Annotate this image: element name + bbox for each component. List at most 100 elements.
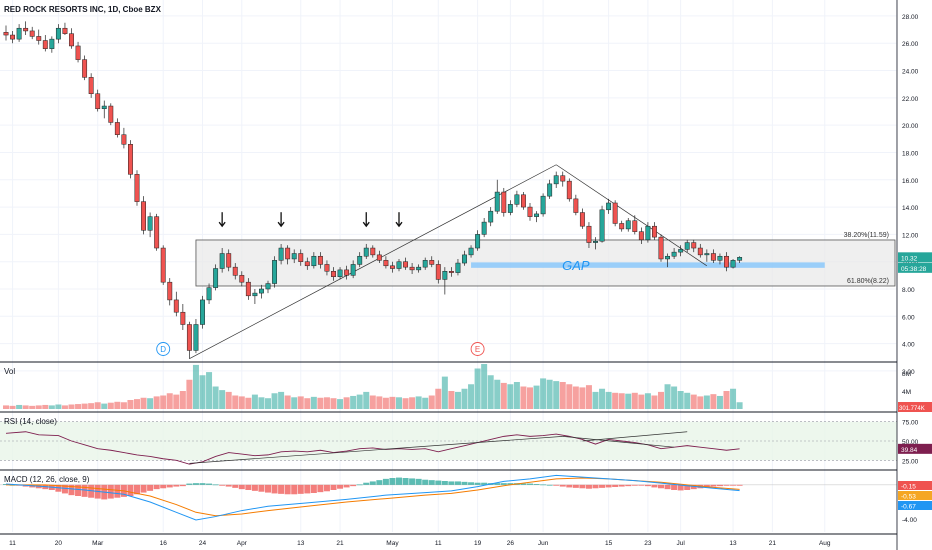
macd-histogram-bar <box>173 484 180 487</box>
macd-histogram-bar <box>658 484 664 489</box>
volume-bar <box>265 398 271 409</box>
price-tick-label: 2.00 <box>902 369 915 376</box>
macd-histogram-bar <box>618 484 625 487</box>
macd-histogram-bar <box>317 484 324 493</box>
candle-body <box>540 195 546 215</box>
macd-histogram-bar <box>677 484 684 491</box>
volume-bar <box>572 386 579 409</box>
macd-histogram-bar <box>592 484 599 489</box>
candle-body <box>455 262 461 273</box>
candle-body <box>599 209 605 242</box>
rsi-trendline <box>189 436 563 464</box>
macd-histogram-bar <box>297 484 304 494</box>
macd-histogram-bar <box>363 482 370 485</box>
price-tag-label: 05:38:28 <box>901 266 927 273</box>
volume-bar <box>278 391 285 409</box>
volume-bar <box>422 397 429 409</box>
time-tick-label: 21 <box>336 540 344 547</box>
volume-bar <box>527 387 533 409</box>
time-tick-label: 20 <box>55 540 63 547</box>
volume-bar <box>513 382 520 409</box>
volume-bar <box>101 403 108 409</box>
macd-histogram-bar <box>356 484 363 486</box>
candle-body <box>141 201 147 231</box>
volume-bar <box>507 384 514 409</box>
rsi-tick-label: 25.00 <box>902 458 919 465</box>
time-tick-label: 11 <box>435 540 442 547</box>
macd-histogram-bar <box>684 484 691 490</box>
macd-histogram-bar <box>553 484 560 486</box>
volume-bar <box>559 382 566 409</box>
macd-histogram-bar <box>625 484 632 487</box>
candle-body <box>383 260 389 267</box>
candle-body <box>265 283 271 290</box>
candle-body <box>344 269 350 276</box>
volume-bar <box>42 404 49 409</box>
macd-histogram-bar <box>540 484 547 486</box>
volume-bar <box>487 375 494 409</box>
macd-histogram-bar <box>284 484 291 495</box>
price-tag <box>898 262 932 273</box>
candle-body <box>370 247 376 256</box>
rsi-trendline <box>582 431 688 442</box>
macd-histogram-bar <box>566 484 573 488</box>
candle-body <box>376 254 382 261</box>
volume-bar <box>75 404 82 409</box>
macd-histogram-bar <box>107 484 114 499</box>
volume-bar <box>94 402 101 409</box>
macd-histogram-bar <box>160 484 167 489</box>
candle-body <box>573 198 579 213</box>
volume-bar <box>186 379 193 409</box>
price-tick-label: 12.00 <box>902 232 919 239</box>
volume-bar <box>716 395 723 409</box>
macd-histogram-bar <box>559 484 566 487</box>
rsi-label: RSI (14, close) <box>4 417 57 426</box>
candle-body <box>245 281 251 297</box>
rsi-tag <box>898 443 932 454</box>
macd-histogram-bar <box>291 484 298 495</box>
down-arrow-head <box>277 221 285 228</box>
candle-body <box>665 255 670 260</box>
gap-label: GAP <box>562 258 590 273</box>
candle-body <box>632 220 638 232</box>
macd-histogram-bar <box>199 483 206 485</box>
volume-bar <box>612 392 619 409</box>
volume-bar <box>343 397 350 409</box>
candle-body <box>324 264 330 272</box>
macd-histogram-bar <box>599 484 606 488</box>
volume-bar <box>323 397 330 409</box>
macd-histogram-bar <box>441 481 448 485</box>
macd-histogram-bar <box>127 484 134 496</box>
time-tick-label: 15 <box>605 540 613 547</box>
candle-body <box>357 255 363 265</box>
candle-body <box>180 311 186 325</box>
candle-body <box>612 202 618 224</box>
volume-bar <box>225 391 232 409</box>
macd-histogram-bar <box>389 478 396 485</box>
volume-bar <box>232 395 239 409</box>
candle-body <box>566 180 572 200</box>
macd-histogram-bar <box>723 484 730 486</box>
macd-histogram-bar <box>147 484 154 491</box>
candle-body <box>521 194 526 208</box>
macd-histogram-bar <box>716 484 723 487</box>
macd-histogram-bar <box>238 484 245 490</box>
macd-histogram-bar <box>572 484 579 488</box>
volume-bar <box>448 391 455 409</box>
volume-bar <box>599 388 606 409</box>
volume-bar <box>409 397 416 409</box>
candle-body <box>49 38 55 49</box>
candle-body <box>560 175 566 182</box>
volume-bar <box>3 405 9 409</box>
candle-body <box>16 27 22 40</box>
volume-bar <box>546 379 553 409</box>
volume-bar <box>664 384 671 409</box>
macd-histogram-bar <box>219 484 226 486</box>
volume-bar <box>736 402 743 409</box>
volume-bar <box>684 392 691 409</box>
volume-tag <box>898 402 932 412</box>
macd-histogram-bar <box>304 484 311 494</box>
candle-body <box>730 260 736 268</box>
volume-bar <box>618 393 625 409</box>
volume-bar <box>245 397 252 409</box>
